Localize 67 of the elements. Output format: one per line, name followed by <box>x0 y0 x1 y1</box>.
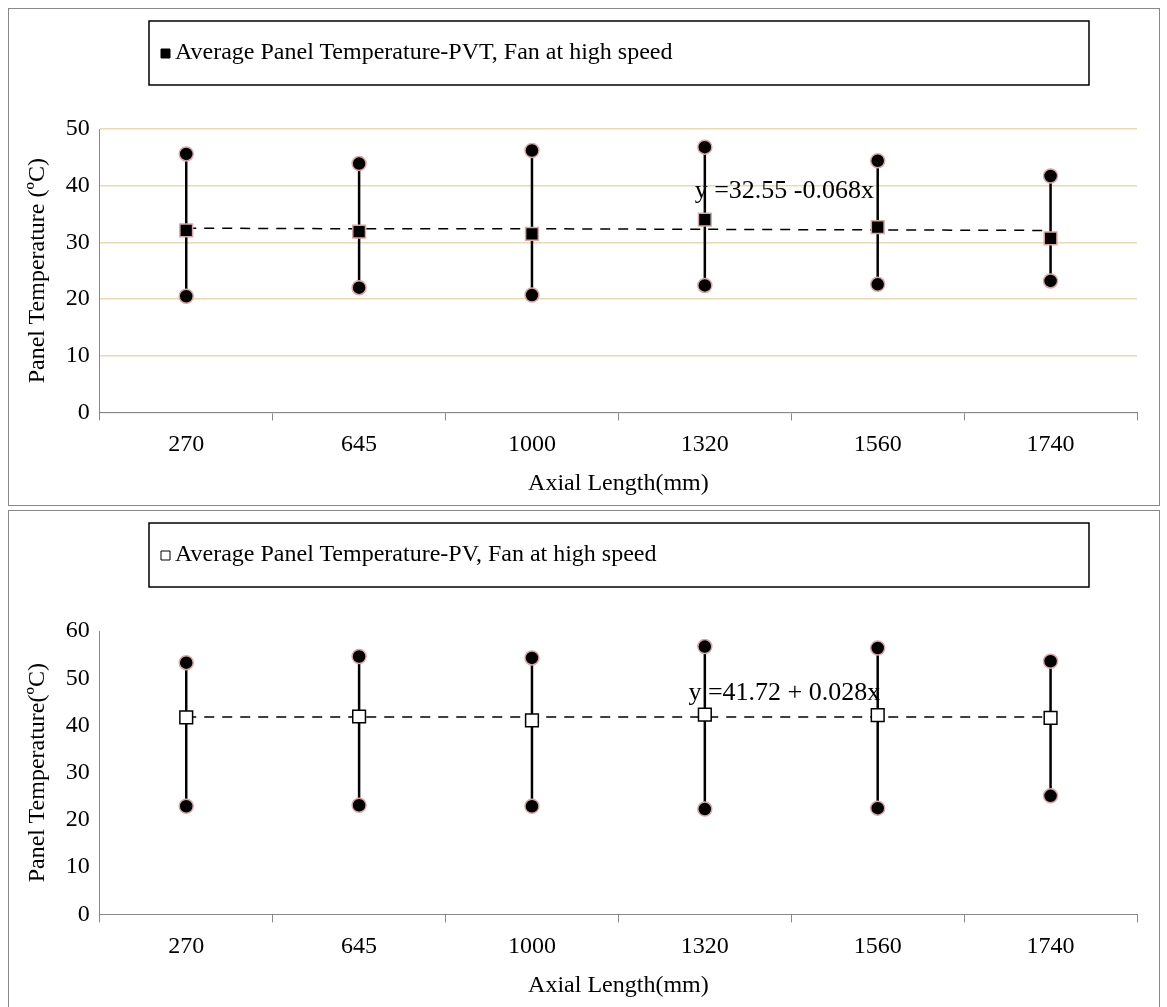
x-tick-label: 645 <box>341 430 378 457</box>
x-tick-label: 1560 <box>853 430 902 457</box>
point <box>524 287 540 303</box>
legend-label: Average Panel Temperature-PVT, Fan at high speed <box>175 38 673 65</box>
y-tick-label: 50 <box>65 114 90 141</box>
point <box>697 638 713 655</box>
x-axis-title: Axial Length(mm) <box>528 970 709 997</box>
point <box>869 276 886 293</box>
y-tick-label: 10 <box>65 852 90 879</box>
point <box>869 152 886 169</box>
point <box>524 142 540 159</box>
y-axis-title: Panel Temperature(ºC) <box>22 663 49 883</box>
x-tick-label: 1320 <box>680 430 729 457</box>
point <box>697 139 713 155</box>
y-axis-title: Panel Temperature (ºC) <box>22 158 49 384</box>
point <box>351 648 367 665</box>
point <box>179 223 194 238</box>
y-tick-label: 0 <box>77 899 90 926</box>
x-tick-label: 270 <box>168 430 205 457</box>
y-tick-label: 40 <box>65 710 90 737</box>
y-tick-label: 20 <box>65 805 90 832</box>
point <box>697 277 713 294</box>
x-tick-label: 1000 <box>507 430 556 457</box>
y-tick-label: 60 <box>65 616 90 643</box>
x-tick-label: 1320 <box>680 932 729 959</box>
point <box>178 288 194 304</box>
legend-label: Average Panel Temperature-PV, Fan at high speed <box>175 540 657 567</box>
point <box>179 710 194 725</box>
x-axis-title: Axial Length(mm) <box>528 468 709 495</box>
y-tick-label: 30 <box>65 758 90 784</box>
y-tick-label: 20 <box>65 284 90 311</box>
point <box>869 640 886 656</box>
point <box>178 654 194 671</box>
point <box>697 801 713 817</box>
point <box>524 226 540 241</box>
x-tick-label: 1740 <box>1026 430 1075 457</box>
point <box>178 798 194 814</box>
point <box>870 707 885 723</box>
point <box>870 219 885 235</box>
point <box>351 709 367 724</box>
point <box>1043 710 1058 726</box>
x-tick-label: 270 <box>168 932 205 959</box>
point <box>697 212 712 227</box>
point <box>869 800 886 816</box>
point <box>351 155 367 172</box>
x-tick-label: 1740 <box>1026 932 1075 959</box>
point <box>1042 653 1059 669</box>
x-tick-label: 645 <box>341 932 378 959</box>
point <box>524 798 540 814</box>
point <box>1043 231 1058 246</box>
point <box>524 650 540 666</box>
x-tick-label: 1000 <box>507 932 556 959</box>
y-tick-label: 40 <box>65 170 90 197</box>
point <box>178 146 194 162</box>
point <box>351 224 367 239</box>
point <box>1042 788 1059 804</box>
point <box>1042 273 1059 289</box>
point <box>697 707 712 722</box>
x-tick-label: 1560 <box>853 932 902 959</box>
y-tick-label: 50 <box>65 663 90 690</box>
point <box>524 713 540 728</box>
y-tick-label: 30 <box>65 227 90 254</box>
point <box>1042 168 1059 184</box>
point <box>351 279 367 296</box>
point <box>351 797 367 814</box>
y-tick-label: 0 <box>77 397 90 424</box>
y-tick-label: 10 <box>65 341 90 368</box>
